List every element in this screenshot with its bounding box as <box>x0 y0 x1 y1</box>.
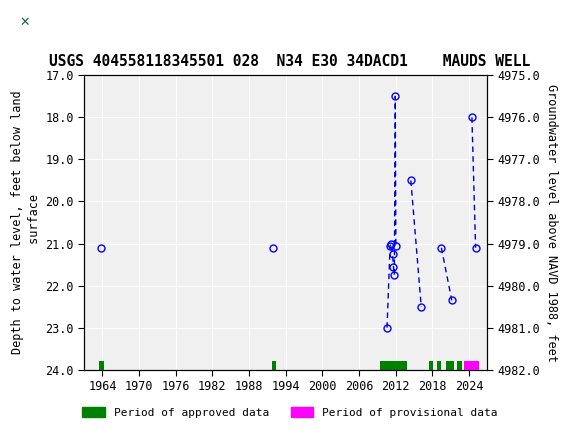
Bar <box>99 361 104 370</box>
Bar <box>464 361 478 370</box>
Bar <box>437 361 441 370</box>
FancyBboxPatch shape <box>4 4 46 41</box>
Text: USGS: USGS <box>58 15 105 30</box>
Bar <box>456 361 462 370</box>
Text: USGS 404558118345501 028  N34 E30 34DACD1    MAUDS WELL: USGS 404558118345501 028 N34 E30 34DACD1… <box>49 54 531 69</box>
Y-axis label: Depth to water level, feet below land
 surface: Depth to water level, feet below land su… <box>11 91 41 354</box>
Bar <box>380 361 407 370</box>
Bar <box>429 361 433 370</box>
Legend: Period of approved data, Period of provisional data: Period of approved data, Period of provi… <box>78 403 502 422</box>
Text: ✕: ✕ <box>20 16 30 29</box>
Y-axis label: Groundwater level above NAVD 1988, feet: Groundwater level above NAVD 1988, feet <box>545 83 557 362</box>
Bar <box>445 361 454 370</box>
Bar <box>271 361 276 370</box>
